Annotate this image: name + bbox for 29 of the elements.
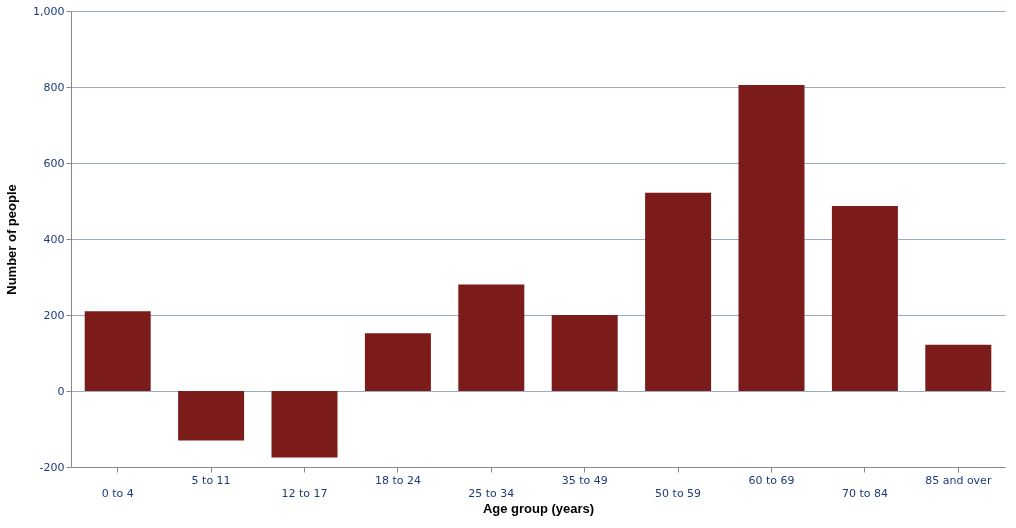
bar [831,205,898,391]
bar [271,391,338,458]
x-tick-label: 35 to 49 [561,473,608,487]
y-axis-title: Number of people [4,184,20,295]
x-tick-label: 85 and over [925,473,992,487]
bar [925,344,992,391]
x-tick-label: 70 to 84 [841,486,888,500]
bar [84,311,151,391]
x-tick-label: 25 to 34 [468,486,515,500]
bar [738,85,805,391]
x-tick-label: 12 to 17 [281,486,328,500]
bar [458,284,525,391]
y-tick-label: -200 [39,460,65,474]
x-tick-label: 0 to 4 [101,486,134,500]
y-tick-label: 400 [43,232,65,246]
bar [364,333,431,391]
bar [645,192,712,391]
y-tick-label: 600 [43,156,65,170]
bar [551,315,618,391]
x-tick-label: 60 to 69 [748,473,795,487]
x-axis-title: Age group (years) [482,500,595,516]
bar [178,391,245,441]
y-tick-label: 200 [43,308,65,322]
y-tick-label: 0 [57,384,65,398]
y-tick-label: 1,000 [33,4,65,18]
x-tick-label: 50 to 59 [655,486,702,500]
x-tick-label: 18 to 24 [374,473,421,487]
x-tick-label: 5 to 11 [191,473,231,487]
y-tick-label: 800 [43,80,65,94]
